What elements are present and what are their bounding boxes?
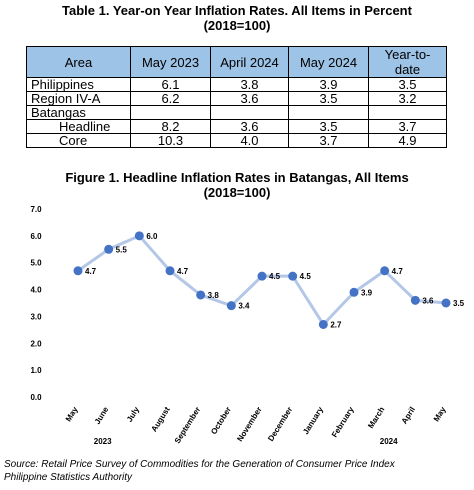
header-may-2024: May 2024 — [288, 46, 369, 78]
table-title: Table 1. Year-on Year Inflation Rates. A… — [0, 3, 474, 33]
data-point — [196, 290, 206, 300]
header-year-to-date: Year-to-date — [368, 46, 447, 78]
cell-value: 3.6 — [210, 91, 289, 106]
row-area: Philippines — [26, 77, 131, 92]
header-april-2024: April 2024 — [210, 46, 289, 78]
cell-value — [130, 105, 211, 120]
row-area: Headline — [26, 119, 131, 134]
table-row: Core 10.3 4.0 3.7 4.9 — [26, 133, 447, 148]
table-row: Philippines 6.1 3.8 3.9 3.5 — [26, 77, 447, 92]
data-point — [410, 295, 420, 305]
data-point — [380, 266, 390, 276]
y-tick-label: 1.0 — [30, 366, 42, 375]
table-row: Headline 8.2 3.6 3.5 3.7 — [26, 119, 447, 134]
data-label: 3.9 — [361, 288, 373, 297]
headline-inflation-line-chart: 0.0 1.0 2.0 3.0 4.0 5.0 6.0 7.0 4.7 5.5 6.0 4.7 3.8 3… — [30, 205, 465, 446]
cell-value — [368, 105, 447, 120]
year-label: 2024 — [380, 437, 398, 446]
data-point — [134, 231, 144, 241]
cell-value: 8.2 — [130, 119, 211, 134]
y-tick-label: 7.0 — [30, 205, 42, 214]
source-line1: Source: Retail Price Survey of Commoditi… — [4, 459, 395, 470]
figure-title-line1: Figure 1. Headline Inflation Rates in Ba… — [65, 170, 409, 185]
x-tick-label: March — [366, 405, 386, 430]
table-title-line2: (2018=100) — [203, 18, 271, 33]
inflation-table: Area May 2023 April 2024 May 2024 Year-t… — [26, 46, 447, 148]
cell-value: 3.5 — [288, 119, 369, 134]
data-label: 4.5 — [300, 272, 312, 281]
x-tick-label: April — [400, 405, 417, 425]
y-tick-label: 6.0 — [30, 232, 42, 241]
cell-value — [288, 105, 369, 120]
figure-title-line2: (2018=100) — [203, 185, 271, 200]
data-label: 4.7 — [392, 267, 404, 276]
y-tick-label: 3.0 — [30, 312, 42, 321]
x-tick-label: October — [209, 405, 233, 436]
table-row: Region IV-A 6.2 3.6 3.5 3.2 — [26, 91, 447, 106]
source-note: Source: Retail Price Survey of Commoditi… — [4, 458, 395, 484]
x-tick-label: November — [235, 405, 263, 443]
table-title-line1: Table 1. Year-on Year Inflation Rates. A… — [62, 3, 412, 18]
y-tick-label: 0.0 — [30, 393, 42, 402]
x-tick-label: September — [173, 405, 203, 445]
data-label: 4.7 — [177, 267, 189, 276]
data-label: 3.4 — [238, 302, 250, 311]
x-tick-label: May — [64, 405, 80, 423]
data-point — [441, 298, 451, 308]
data-point — [318, 319, 328, 329]
x-tick-label: July — [125, 405, 141, 424]
data-point — [226, 301, 236, 311]
cell-value: 3.8 — [210, 77, 289, 92]
cell-value: 4.9 — [368, 133, 447, 148]
x-tick-label: February — [330, 405, 356, 439]
figure-title: Figure 1. Headline Inflation Rates in Ba… — [0, 170, 474, 200]
cell-value: 6.1 — [130, 77, 211, 92]
cell-value — [210, 105, 289, 120]
data-label: 3.5 — [453, 299, 465, 308]
x-tick-label: December — [266, 405, 294, 443]
data-point — [104, 244, 114, 254]
cell-value: 6.2 — [130, 91, 211, 106]
y-tick-label: 5.0 — [30, 259, 42, 268]
year-label: 2023 — [94, 437, 112, 446]
cell-value: 10.3 — [130, 133, 211, 148]
row-area: Region IV-A — [26, 91, 131, 106]
row-area: Batangas — [26, 105, 131, 120]
data-label: 4.5 — [269, 272, 281, 281]
data-point — [165, 266, 175, 276]
row-area: Core — [26, 133, 131, 148]
data-label: 3.8 — [208, 291, 220, 300]
x-tick-label: August — [149, 405, 171, 433]
x-tick-label: June — [93, 405, 111, 426]
cell-value: 3.6 — [210, 119, 289, 134]
data-label: 6.0 — [146, 232, 158, 241]
header-may-2023: May 2023 — [130, 46, 211, 78]
cell-value: 3.2 — [368, 91, 447, 106]
table-row: Batangas — [26, 105, 447, 120]
data-label: 3.6 — [422, 296, 434, 305]
x-tick-label: January — [301, 405, 325, 436]
source-line2: Philippine Statistics Authority — [4, 472, 133, 483]
table-header-row: Area May 2023 April 2024 May 2024 Year-t… — [26, 46, 447, 78]
data-label: 5.5 — [116, 245, 128, 254]
data-point — [257, 271, 267, 281]
data-point — [288, 271, 298, 281]
y-tick-label: 2.0 — [30, 339, 42, 348]
cell-value: 3.5 — [288, 91, 369, 106]
cell-value: 3.7 — [288, 133, 369, 148]
cell-value: 4.0 — [210, 133, 289, 148]
x-tick-label: May — [432, 405, 448, 423]
data-point — [73, 266, 83, 276]
data-point — [349, 287, 359, 297]
data-label: 4.7 — [85, 267, 97, 276]
cell-value: 3.5 — [368, 77, 447, 92]
cell-value: 3.9 — [288, 77, 369, 92]
data-label: 2.7 — [330, 320, 342, 329]
header-area: Area — [26, 46, 131, 78]
y-tick-label: 4.0 — [30, 286, 42, 295]
cell-value: 3.7 — [368, 119, 447, 134]
